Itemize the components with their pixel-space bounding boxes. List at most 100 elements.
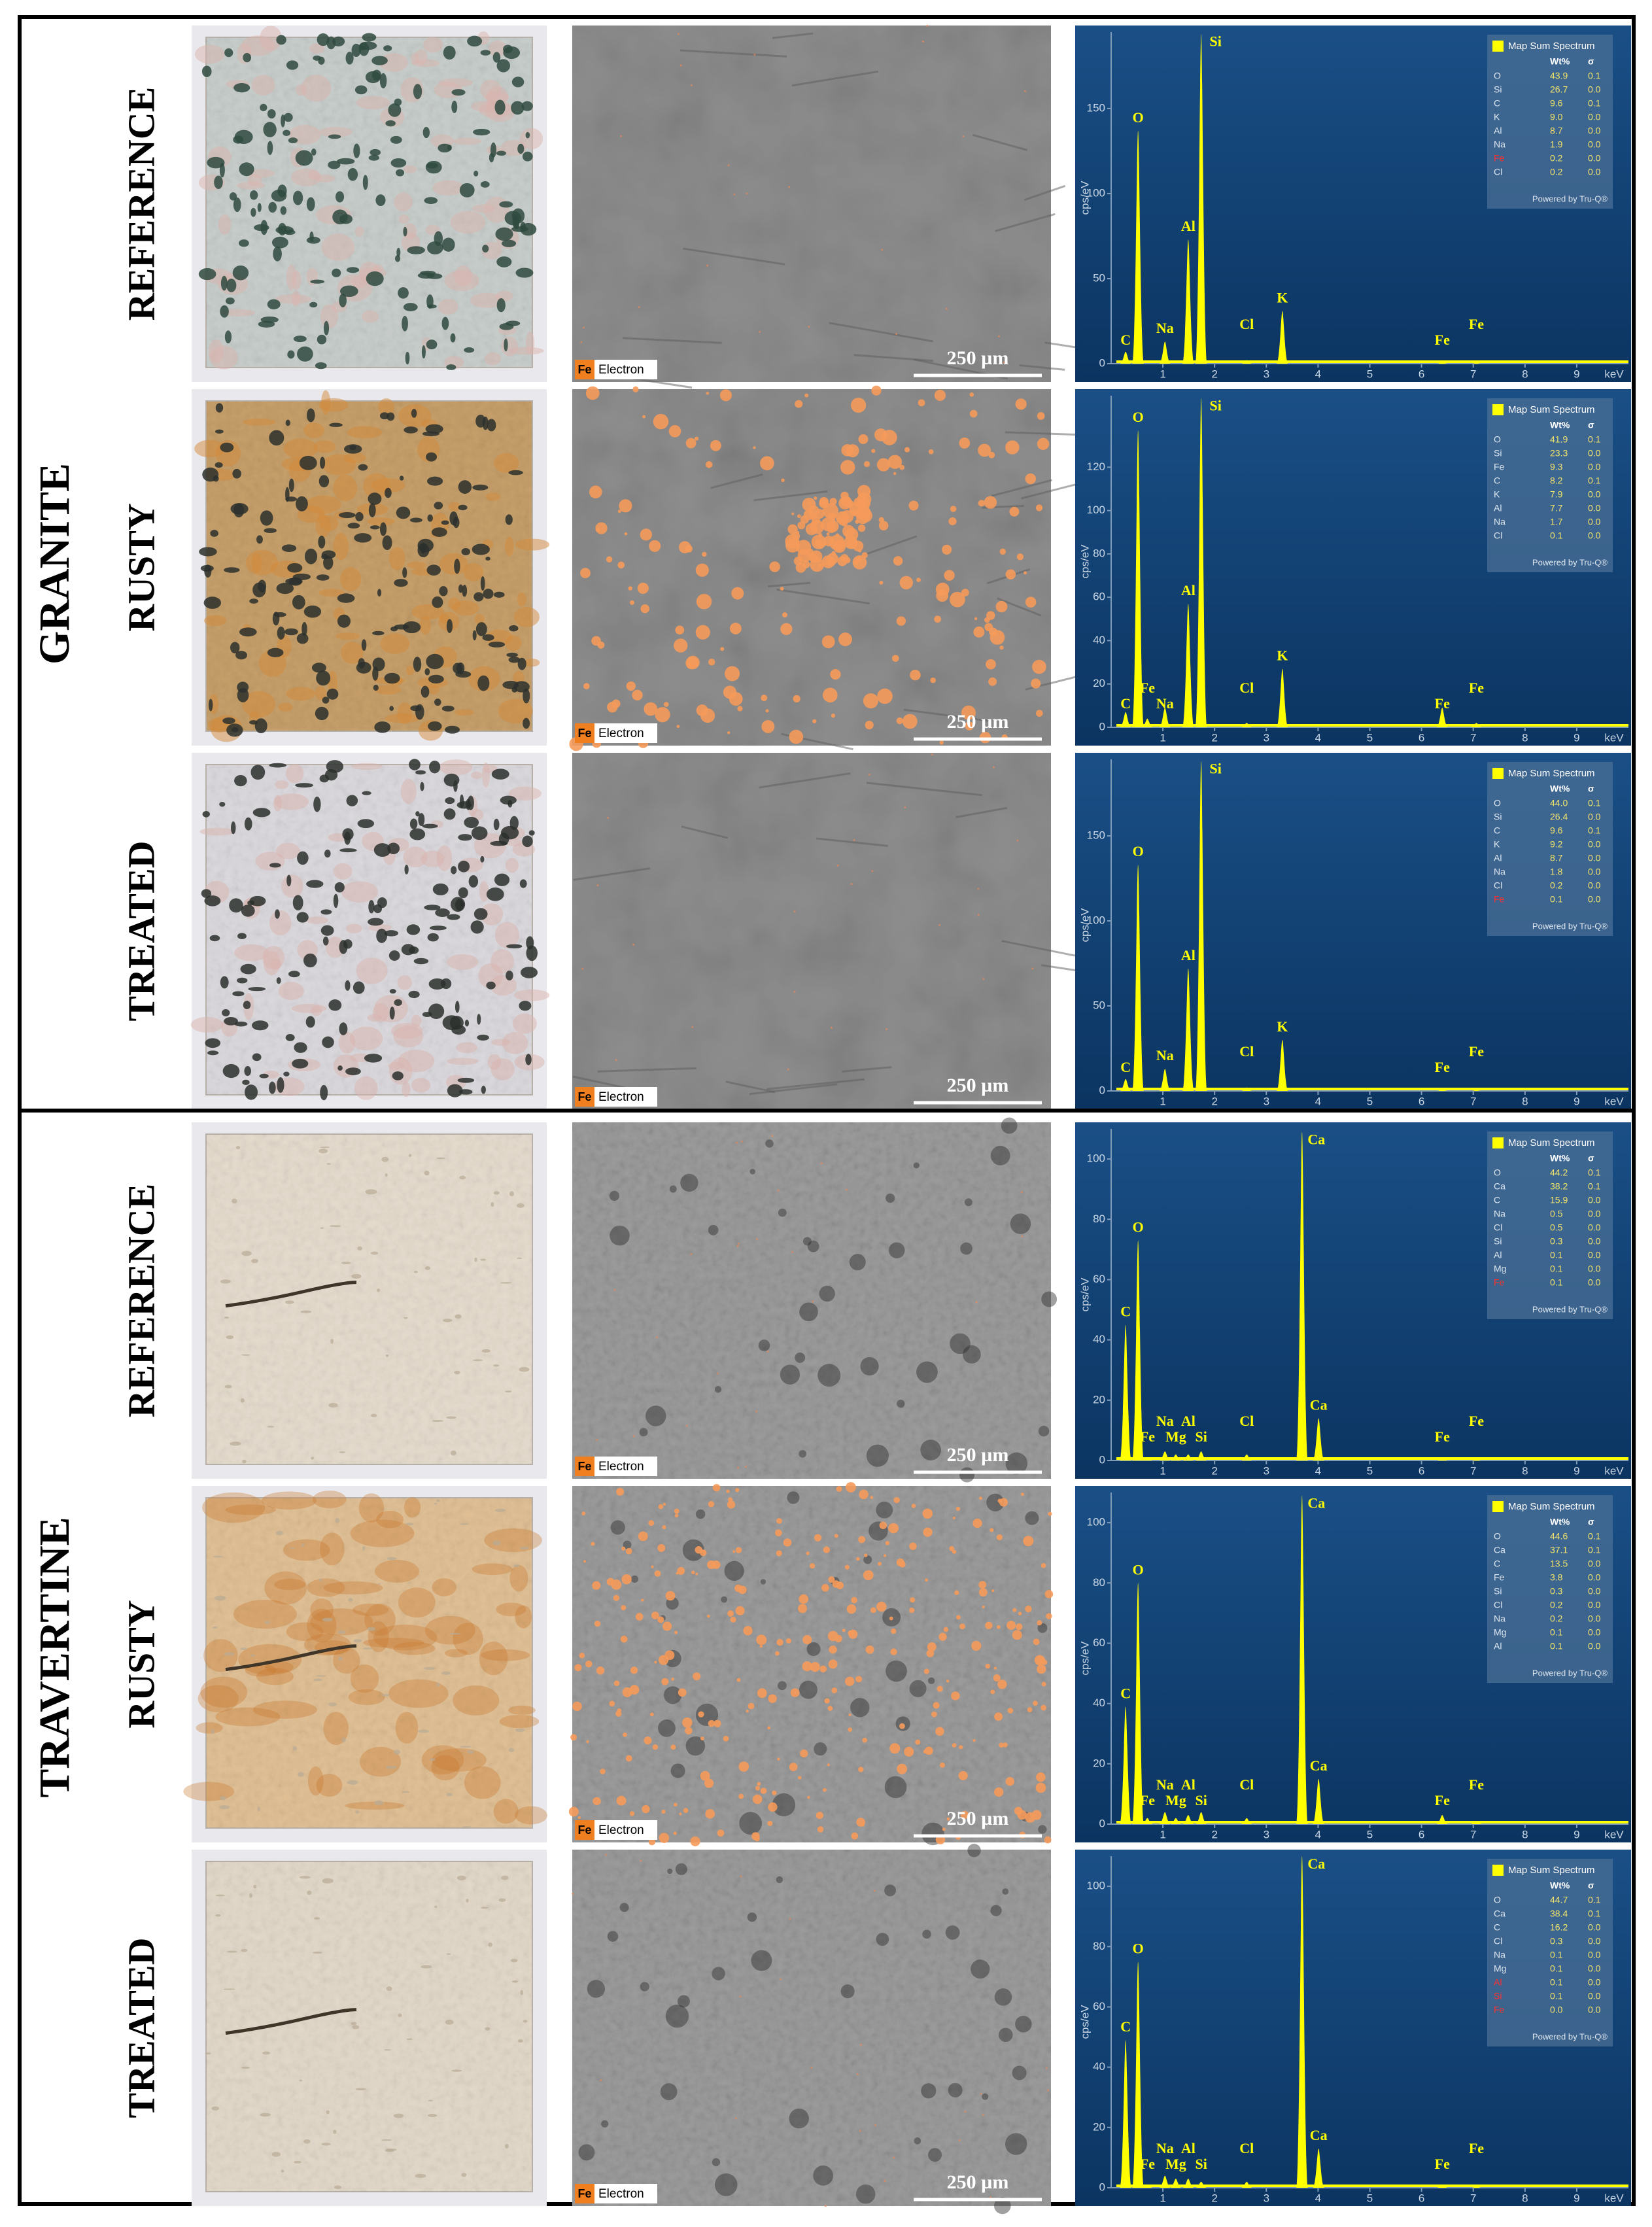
fe-signal <box>683 1808 689 1814</box>
mineral-grain <box>450 333 456 343</box>
pore <box>333 2130 337 2134</box>
spectrum-peak <box>1169 1454 1182 1460</box>
peak-label: Al <box>1181 582 1196 598</box>
pore <box>341 1737 346 1743</box>
fe-signal <box>735 1547 742 1553</box>
mineral-grain <box>333 893 339 908</box>
fe-signal <box>583 326 585 329</box>
pore <box>322 1617 333 1622</box>
y-tick-label: 150 <box>1087 829 1105 841</box>
fe-signal <box>986 659 996 670</box>
sample-photo <box>190 753 550 1109</box>
pore <box>472 1359 483 1362</box>
pore <box>511 1980 519 1983</box>
mineral-grain <box>273 612 286 617</box>
fe-signal <box>827 1706 833 1711</box>
dark-pore <box>840 1984 855 1999</box>
fe-signal <box>890 1648 897 1655</box>
table-wt: 0.1 <box>1550 1977 1563 1988</box>
mineral-grain <box>422 431 440 436</box>
peak-label: Mg <box>1165 2156 1186 2172</box>
fe-signal <box>628 586 632 591</box>
fe-signal <box>1041 1704 1047 1711</box>
dark-pore <box>960 1242 972 1255</box>
fe-signal <box>695 1572 698 1576</box>
table-element: Fe <box>1494 1277 1505 1288</box>
rust-stain <box>363 1638 424 1648</box>
table-wt: 9.3 <box>1550 462 1563 472</box>
dark-pore <box>807 1240 819 1252</box>
fe-signal <box>1020 1493 1024 1496</box>
pore <box>441 1671 451 1675</box>
mineral-grain <box>477 675 490 691</box>
mineral-grain <box>268 201 277 213</box>
rust-stain <box>307 1608 337 1643</box>
pore <box>224 1316 230 1319</box>
dark-pore <box>897 1400 905 1408</box>
mineral-grain <box>252 808 271 818</box>
fe-signal <box>613 1680 620 1686</box>
fe-signal <box>787 1068 789 1071</box>
fe-signal <box>893 556 903 566</box>
mineral-grain <box>332 268 341 277</box>
mineral-grain <box>523 717 530 729</box>
pore <box>300 1310 312 1313</box>
rust-stain <box>312 1491 347 1509</box>
pore <box>427 2114 438 2118</box>
dark-pore <box>749 1169 755 1175</box>
spectrum-peak <box>1241 360 1253 364</box>
peak-label: K <box>1277 647 1288 664</box>
pore <box>402 1791 410 1793</box>
mineral-grain <box>391 1022 423 1039</box>
y-tick-label: 80 <box>1093 1576 1105 1589</box>
mineral-grain <box>285 496 297 502</box>
fe-signal <box>942 544 952 555</box>
table-wt: 44.0 <box>1550 798 1568 808</box>
surface-ridge <box>753 490 828 502</box>
mineral-grain <box>442 1015 461 1031</box>
pore <box>424 1170 430 1176</box>
spectrum-peak <box>1159 2175 1171 2188</box>
scale-label: 250 µm <box>947 1075 1009 1096</box>
dark-pore <box>1012 2065 1027 2080</box>
rust-stain <box>245 1664 277 1677</box>
y-tick-label: 100 <box>1087 1516 1105 1528</box>
fe-signal <box>620 135 623 137</box>
rust-stain <box>200 1676 248 1708</box>
mineral-grain <box>481 1085 486 1094</box>
fe-signal <box>596 1666 605 1675</box>
dark-pore <box>990 1145 1010 1165</box>
fe-signal <box>717 1829 725 1837</box>
table-element: Si <box>1494 812 1502 822</box>
pore <box>493 1191 500 1195</box>
fe-signal <box>765 709 769 713</box>
mineral-grain <box>240 963 256 975</box>
mineral-grain <box>208 339 224 363</box>
dark-pore <box>778 1681 787 1691</box>
table-element: K <box>1494 112 1500 122</box>
peak-label: Cl <box>1239 1043 1254 1060</box>
fe-signal <box>959 1745 963 1750</box>
rust-stain <box>238 1644 302 1676</box>
fe-signal <box>840 509 854 523</box>
dark-pore <box>814 1742 827 1756</box>
mineral-grain <box>218 214 232 235</box>
mineral-grain <box>297 851 309 865</box>
y-axis-label: cps/eV <box>1078 181 1091 215</box>
table-wt: 0.2 <box>1550 1614 1563 1624</box>
table-element: C <box>1494 475 1500 486</box>
fe-signal <box>853 559 859 565</box>
table-sigma: 0.1 <box>1588 1531 1601 1542</box>
fe-signal <box>1037 412 1045 420</box>
fe-signal <box>616 1795 627 1806</box>
mineral-grain <box>526 331 535 354</box>
fe-signal <box>819 496 829 507</box>
table-element: Na <box>1494 867 1506 877</box>
table-element: Cl <box>1494 1600 1502 1610</box>
table-wt: 0.1 <box>1550 1991 1563 2001</box>
mineral-grain <box>526 936 534 950</box>
peak-label: Fe <box>1140 2156 1155 2172</box>
peak-label: Fe <box>1469 680 1484 696</box>
fe-signal <box>705 461 713 468</box>
